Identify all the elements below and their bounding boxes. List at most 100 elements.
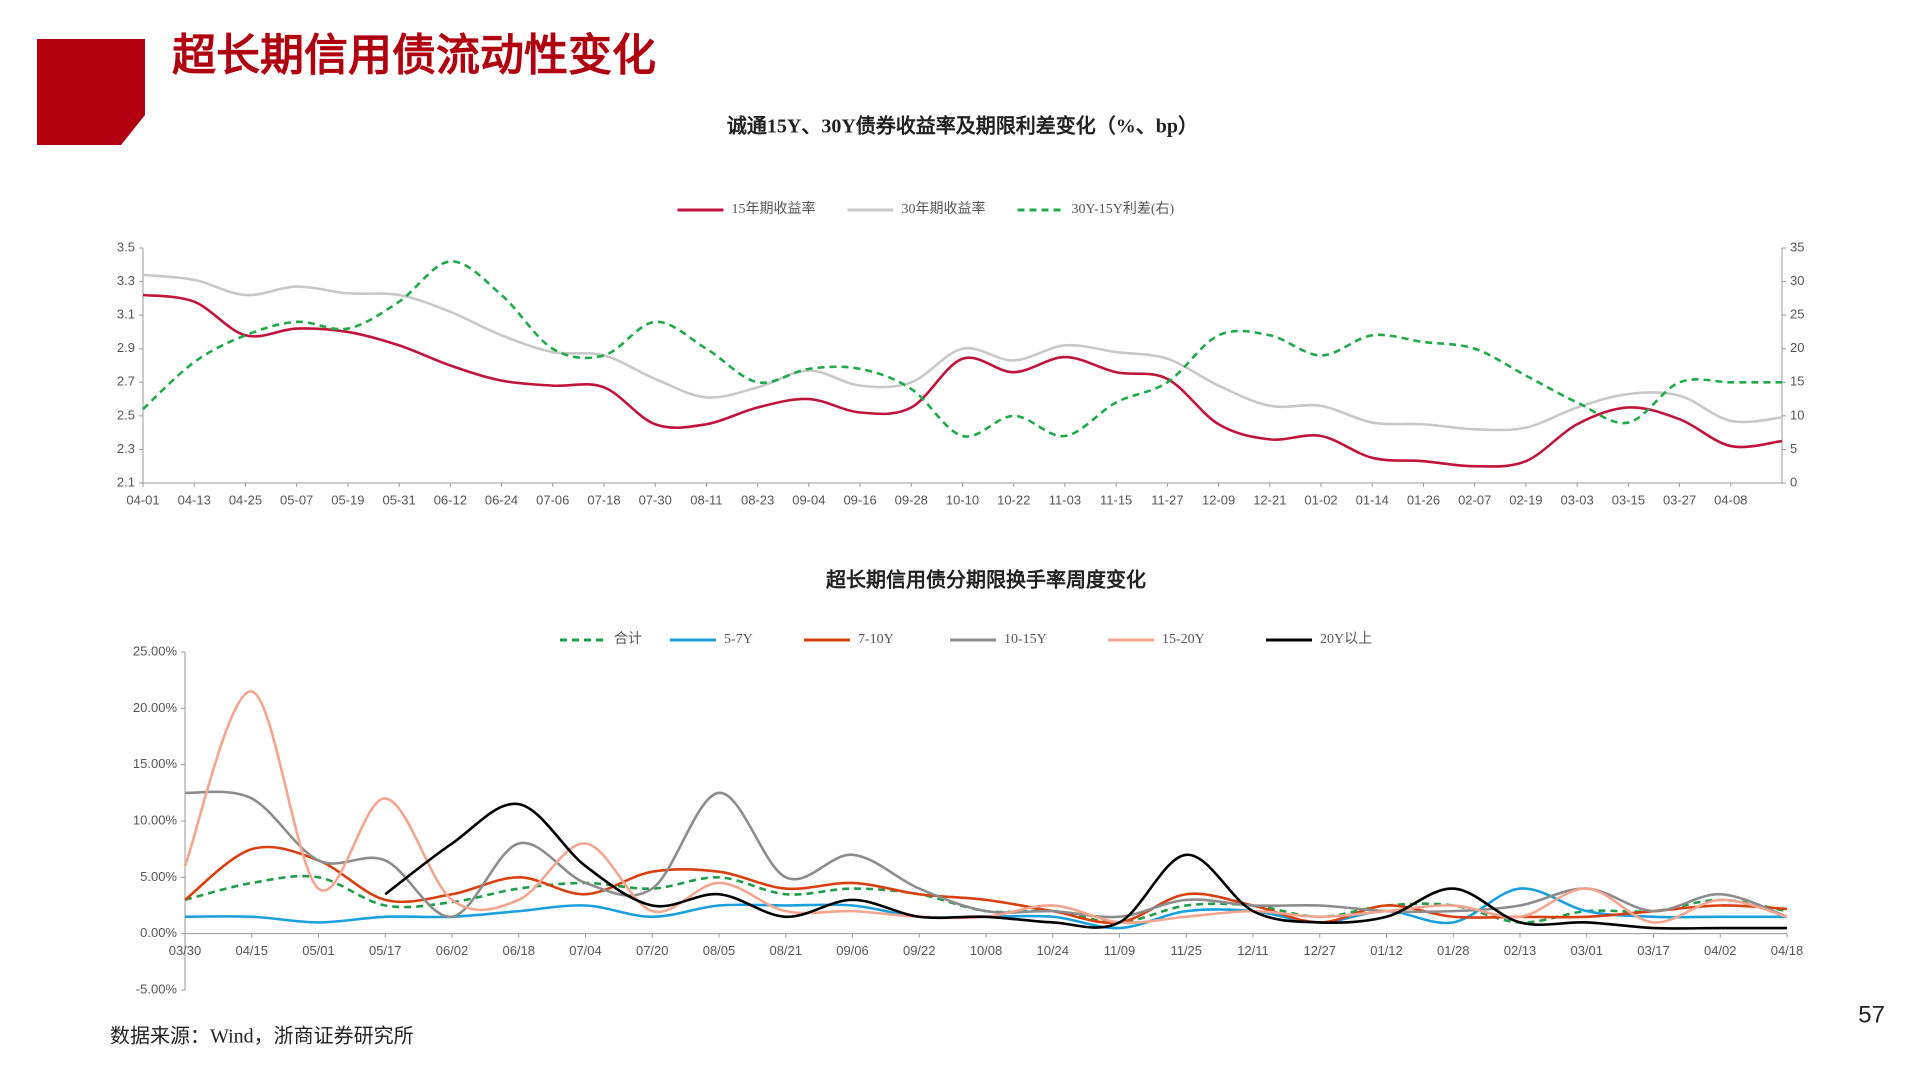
x-tick-label: 04/18 — [1771, 943, 1804, 958]
x-tick-label: 06-12 — [434, 492, 467, 507]
x-tick-label: 03-15 — [1612, 492, 1645, 507]
legend-label: 7-10Y — [858, 632, 894, 647]
y-tick-label: 0.00% — [140, 925, 177, 940]
legend-label: 20Y以上 — [1320, 631, 1372, 647]
source-note: 数据来源：Wind，浙商证券研究所 — [110, 1025, 414, 1048]
x-tick-label: 03/17 — [1637, 943, 1670, 958]
x-tick-label: 04-08 — [1714, 492, 1747, 507]
chart-title: 诚通15Y、30Y债券收益率及期限利差变化（%、bp） — [727, 114, 1198, 138]
x-tick-label: 09/22 — [903, 943, 936, 958]
x-tick-label: 01/28 — [1437, 943, 1470, 958]
x-tick-label: 12/11 — [1237, 943, 1269, 958]
x-tick-label: 06-24 — [485, 492, 518, 507]
x-tick-label: 05-07 — [280, 492, 313, 507]
x-tick-label: 10-22 — [997, 492, 1030, 507]
x-tick-label: 09-04 — [792, 492, 825, 507]
x-tick-label: 09-28 — [895, 492, 928, 507]
x-tick-label: 09/06 — [836, 943, 869, 958]
x-tick-label: 06/18 — [502, 943, 535, 958]
y-tick-label: 15.00% — [133, 756, 178, 771]
legend-label: 30年期收益率 — [902, 200, 986, 217]
x-tick-label: 04-25 — [229, 492, 262, 507]
x-tick-label: 02-07 — [1458, 492, 1491, 507]
x-tick-label: 10/24 — [1036, 943, 1069, 958]
x-tick-label: 05/01 — [302, 943, 335, 958]
y2-tick-label: 20 — [1790, 340, 1804, 355]
x-tick-label: 07-18 — [587, 492, 620, 507]
y-tick-label: 5.00% — [140, 869, 177, 884]
y2-tick-label: 35 — [1790, 239, 1804, 254]
x-tick-label: 08-23 — [741, 492, 774, 507]
y-tick-label: 2.3 — [117, 441, 135, 456]
y-tick-label: 2.9 — [117, 340, 135, 355]
x-tick-label: 06/02 — [436, 943, 469, 958]
x-tick-label: 07-30 — [639, 492, 672, 507]
x-tick-label: 01/12 — [1370, 943, 1403, 958]
x-tick-label: 12-21 — [1253, 492, 1286, 507]
series-line — [183, 690, 1788, 925]
y-tick-label: 3.1 — [117, 307, 135, 322]
x-tick-label: 05-31 — [382, 492, 415, 507]
legend-label: 5-7Y — [724, 632, 753, 647]
y-tick-label: 3.3 — [117, 273, 135, 288]
series-line — [142, 260, 1782, 438]
title-block — [37, 39, 145, 145]
x-tick-label: 11-15 — [1100, 492, 1132, 507]
x-tick-label: 02-19 — [1509, 492, 1542, 507]
x-tick-label: 03-03 — [1561, 492, 1594, 507]
y2-tick-label: 30 — [1790, 273, 1804, 288]
x-tick-label: 08-11 — [690, 492, 722, 507]
legend-label: 10-15Y — [1004, 632, 1047, 647]
x-tick-label: 04-01 — [126, 492, 159, 507]
series-line — [184, 887, 1787, 930]
x-tick-label: 07/04 — [569, 943, 602, 958]
chart-title: 超长期信用债分期限换手率周度变化 — [825, 568, 1146, 592]
x-tick-label: 10/08 — [970, 943, 1003, 958]
x-tick-label: 07/20 — [636, 943, 669, 958]
x-tick-label: 01-02 — [1304, 492, 1337, 507]
series-line — [142, 273, 1783, 432]
x-tick-label: 01-14 — [1356, 492, 1389, 507]
legend-label: 30Y-15Y利差(右) — [1072, 201, 1175, 217]
x-tick-label: 10-10 — [946, 492, 979, 507]
y2-tick-label: 10 — [1790, 407, 1804, 422]
series-line — [185, 802, 1787, 930]
legend-label: 合计 — [614, 631, 642, 647]
x-tick-label: 11-03 — [1049, 492, 1081, 507]
x-tick-label: 11-27 — [1151, 492, 1183, 507]
series-line — [142, 293, 1783, 468]
x-tick-label: 04/02 — [1704, 943, 1737, 958]
y2-tick-label: 15 — [1790, 374, 1804, 389]
series-line — [184, 790, 1788, 919]
x-tick-label: 03/30 — [169, 943, 202, 958]
x-tick-label: 04/15 — [235, 943, 268, 958]
x-tick-label: 12-09 — [1202, 492, 1235, 507]
legend-label: 15年期收益率 — [732, 200, 816, 217]
x-tick-label: 11/09 — [1104, 943, 1136, 958]
x-tick-label: 02/13 — [1504, 943, 1537, 958]
x-tick-label: 03-27 — [1663, 492, 1696, 507]
x-tick-label: 08/21 — [769, 943, 802, 958]
y-tick-label: 25.00% — [133, 643, 178, 658]
x-tick-label: 11/25 — [1170, 943, 1202, 958]
legend-label: 15-20Y — [1162, 632, 1205, 647]
y-tick-label: 2.1 — [117, 474, 135, 489]
y-tick-label: 2.5 — [117, 407, 135, 422]
y-tick-label: 2.7 — [117, 374, 135, 389]
x-tick-label: 03/01 — [1570, 943, 1603, 958]
y-tick-label: 20.00% — [133, 700, 178, 715]
x-tick-label: 12/27 — [1303, 943, 1336, 958]
x-tick-label: 05-19 — [331, 492, 364, 507]
y2-tick-label: 5 — [1790, 441, 1797, 456]
x-tick-label: 04-13 — [178, 492, 211, 507]
y-tick-label: -5.00% — [136, 981, 178, 996]
y2-tick-label: 0 — [1790, 474, 1797, 489]
page-number: 57 — [1858, 1001, 1885, 1028]
slide-title: 超长期信用债流动性变化 — [172, 31, 656, 80]
x-tick-label: 08/05 — [703, 943, 736, 958]
x-tick-label: 09-16 — [843, 492, 876, 507]
y-tick-label: 10.00% — [133, 812, 178, 827]
y-tick-label: 3.5 — [117, 239, 135, 254]
